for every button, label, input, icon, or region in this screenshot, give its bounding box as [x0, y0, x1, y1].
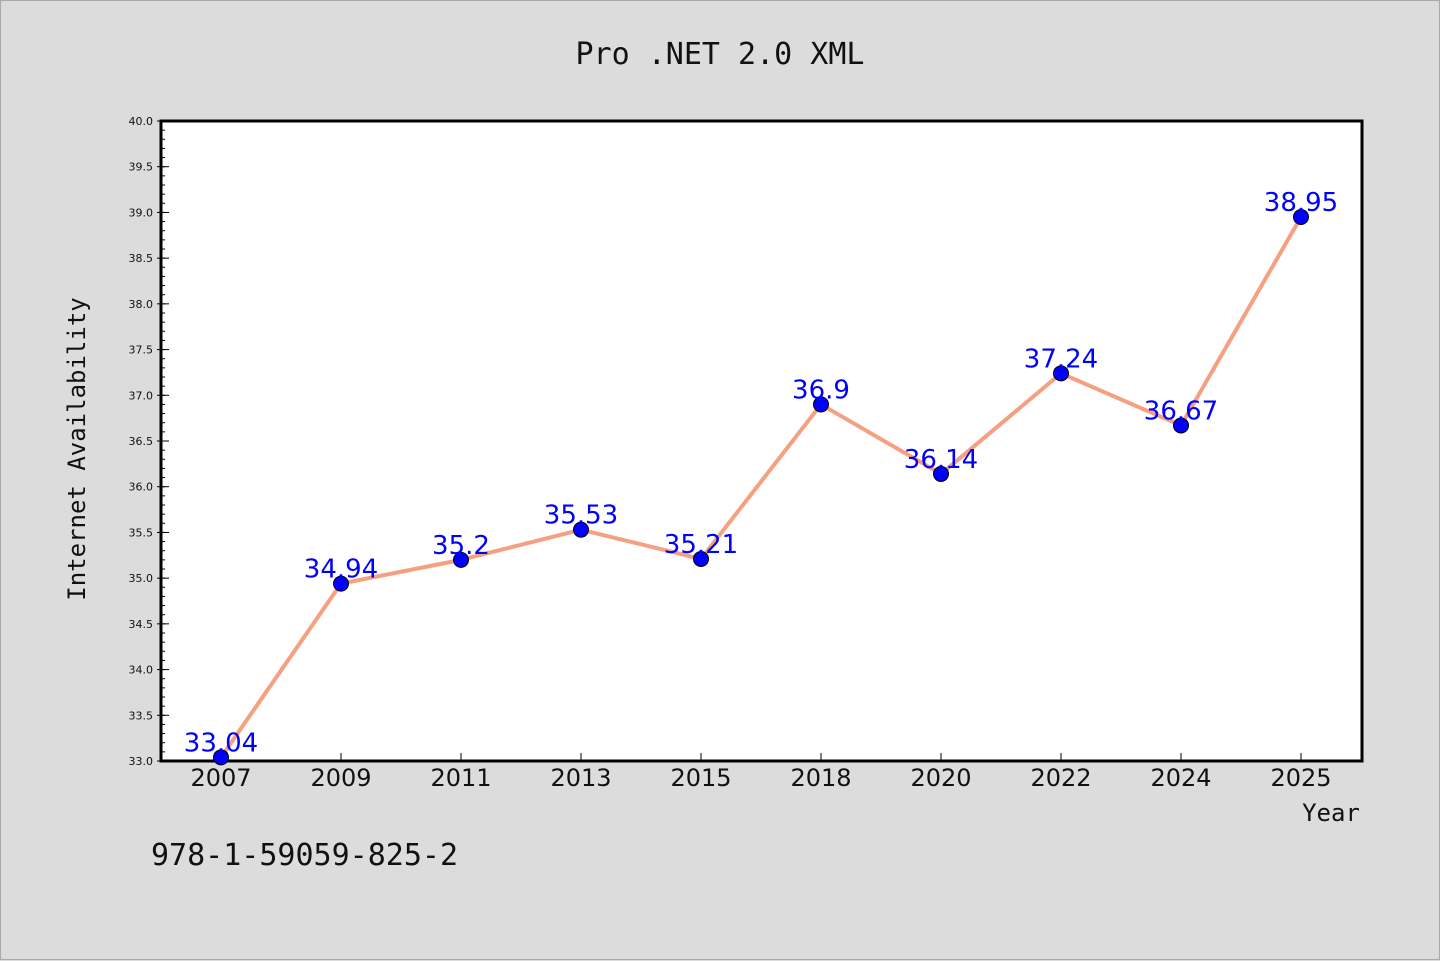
- y-tick-label: 39.0: [129, 206, 154, 219]
- y-tick-label: 38.5: [129, 252, 154, 265]
- data-label: 36.14: [904, 445, 978, 475]
- data-label: 36.67: [1144, 396, 1218, 426]
- y-axis-title: Internet Availability: [63, 297, 91, 600]
- y-tick-label: 35.0: [129, 572, 154, 585]
- data-point: [933, 465, 949, 482]
- y-tick-label: 36.0: [129, 481, 154, 494]
- chart-title: Pro .NET 2.0 XML: [576, 37, 865, 72]
- y-tick-label: 34.0: [129, 664, 154, 677]
- y-tick-label: 35.5: [129, 526, 154, 539]
- plot-area: [159, 119, 1364, 763]
- data-label: 36.9: [792, 375, 850, 405]
- data-point: [453, 551, 469, 568]
- y-tick-label: 33.0: [129, 755, 154, 768]
- data-point: [693, 550, 709, 567]
- x-tick-label: 2025: [1270, 764, 1331, 792]
- data-label: 35.2: [432, 531, 490, 561]
- y-tick-label: 34.5: [129, 618, 154, 631]
- data-label: 35.21: [664, 530, 738, 560]
- x-tick-label: 2007: [190, 764, 251, 792]
- data-point: [213, 749, 229, 766]
- data-label: 37.24: [1024, 344, 1098, 374]
- x-axis-title: Year: [1302, 799, 1360, 827]
- x-tick-label: 2020: [910, 764, 971, 792]
- y-tick-label: 40.0: [129, 115, 154, 128]
- data-label: 34.94: [304, 555, 378, 585]
- data-label: 35.53: [544, 501, 618, 531]
- data-labels: 33.04 34.94 35.2 35.53 35.21 36.9 36.14 37.24 36…: [184, 188, 1338, 758]
- y-tick-label: 37.0: [129, 389, 154, 402]
- x-tick-label: 2015: [670, 764, 731, 792]
- x-tick-label: 2024: [1150, 764, 1211, 792]
- data-point: [1293, 209, 1309, 225]
- data-point: [813, 396, 829, 413]
- data-point: [573, 521, 589, 538]
- y-tick-label: 37.5: [129, 344, 154, 357]
- y-tick-label: 36.5: [129, 435, 154, 448]
- x-tick-label: 2013: [550, 764, 611, 792]
- x-tick-label: 2009: [310, 764, 371, 792]
- data-label: 38.95: [1264, 188, 1338, 218]
- data-point: [333, 575, 349, 592]
- x-tick-label: 2011: [430, 764, 491, 792]
- data-point: [1173, 417, 1189, 434]
- data-label: 33.04: [184, 728, 258, 758]
- data-point: [1053, 365, 1069, 382]
- x-axis-ticks: 2007 2009 2011 2013 2015 2018 2020 2022 2024 2025: [190, 753, 1332, 792]
- series-markers: [213, 209, 1309, 766]
- y-tick-label: 38.0: [129, 298, 154, 311]
- y-axis-ticks: 33.0 33.5 34.0 34.5 35.0 35.5 36.0 36.5 37.0 37.5…: [129, 115, 169, 768]
- y-tick-label: 33.5: [129, 709, 154, 722]
- x-tick-label: 2018: [790, 764, 851, 792]
- y-tick-label: 39.5: [129, 161, 154, 174]
- series-line: [219, 216, 1303, 759]
- footer-isbn: 978-1-59059-825-2: [151, 838, 458, 873]
- x-tick-label: 2022: [1030, 764, 1091, 792]
